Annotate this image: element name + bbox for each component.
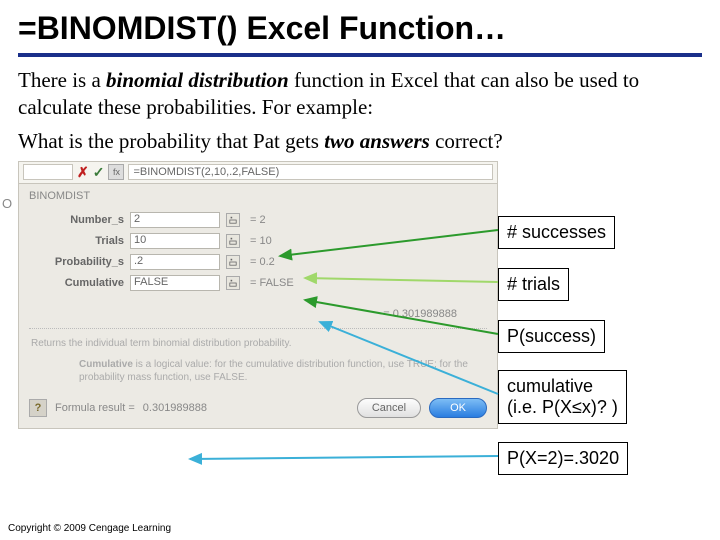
text: correct? <box>430 129 503 153</box>
arg-eval: = FALSE <box>250 277 294 289</box>
excel-dialog: ✗ ✓ fx =BINOMDIST(2,10,.2,FALSE) BINOMDI… <box>18 161 498 429</box>
arg-input-number-s[interactable]: 2 <box>130 212 220 228</box>
emph-binomial: binomial distribution <box>106 68 289 92</box>
desc-arg-text: is a logical value: for the cumulative d… <box>79 359 468 383</box>
callout-successes: # successes <box>498 216 615 249</box>
callout-p-success: P(success) <box>498 320 605 353</box>
copyright: Copyright © 2009 Cengage Learning <box>8 523 171 534</box>
range-picker-icon[interactable] <box>226 213 240 227</box>
text: cumulative <box>507 376 593 396</box>
emph-two-answers: two answers <box>324 129 430 153</box>
range-picker-icon[interactable] <box>226 255 240 269</box>
intro-paragraph: There is a binomial distribution functio… <box>18 67 702 122</box>
formula-result-value: 0.301989888 <box>143 402 207 414</box>
arg-row-number-s: Number_s 2 = 2 <box>29 212 487 228</box>
formula-input[interactable]: =BINOMDIST(2,10,.2,FALSE) <box>128 164 493 180</box>
dialog-bottom-bar: ? Formula result = 0.301989888 Cancel OK <box>19 392 497 428</box>
argument-rows: Number_s 2 = 2 Trials 10 = 10 Probabilit… <box>19 208 497 304</box>
function-description: Returns the individual term binomial dis… <box>19 329 497 358</box>
formula-result-label: Formula result = <box>55 402 135 414</box>
arg-row-trials: Trials 10 = 10 <box>29 233 487 249</box>
callout-cumulative: cumulative (i.e. P(X≤x)? ) <box>498 370 627 424</box>
confirm-icon[interactable]: ✓ <box>93 164 105 181</box>
callout-result: P(X=2)=.3020 <box>498 442 628 475</box>
range-picker-icon[interactable] <box>226 234 240 248</box>
callout-trials: # trials <box>498 268 569 301</box>
arg-label: Probability_s <box>29 256 124 268</box>
formula-bar: ✗ ✓ fx =BINOMDIST(2,10,.2,FALSE) <box>19 162 497 184</box>
text: (i.e. P(X≤x)? ) <box>507 397 618 417</box>
cancel-icon[interactable]: ✗ <box>77 164 89 181</box>
desc-arg-name: Cumulative <box>79 359 133 370</box>
range-picker-icon[interactable] <box>226 276 240 290</box>
ok-button[interactable]: OK <box>429 398 487 418</box>
arg-eval: = 10 <box>250 235 272 247</box>
function-name: BINOMDIST <box>19 184 497 208</box>
arg-row-probability-s: Probability_s .2 = 0.2 <box>29 254 487 270</box>
question-paragraph: What is the probability that Pat gets tw… <box>18 128 702 155</box>
arg-label: Cumulative <box>29 277 124 289</box>
arg-row-cumulative: Cumulative FALSE = FALSE <box>29 275 487 291</box>
interim-result: = 0.301989888 <box>29 304 487 329</box>
argument-description: Cumulative is a logical value: for the c… <box>19 358 497 392</box>
arg-input-cumulative[interactable]: FALSE <box>130 275 220 291</box>
arg-input-probability-s[interactable]: .2 <box>130 254 220 270</box>
cancel-button[interactable]: Cancel <box>357 398 421 418</box>
cell-reference-box[interactable] <box>23 164 73 180</box>
slide-title: =BINOMDIST() Excel Function… <box>18 10 702 57</box>
arg-eval: = 2 <box>250 214 266 226</box>
help-icon[interactable]: ? <box>29 399 47 417</box>
arg-eval: = 0.2 <box>250 256 275 268</box>
arg-label: Trials <box>29 235 124 247</box>
text: There is a <box>18 68 106 92</box>
decorative-glyph: O <box>2 196 12 211</box>
text: What is the probability that Pat gets <box>18 129 324 153</box>
fx-icon[interactable]: fx <box>108 164 124 180</box>
arg-input-trials[interactable]: 10 <box>130 233 220 249</box>
arg-label: Number_s <box>29 214 124 226</box>
